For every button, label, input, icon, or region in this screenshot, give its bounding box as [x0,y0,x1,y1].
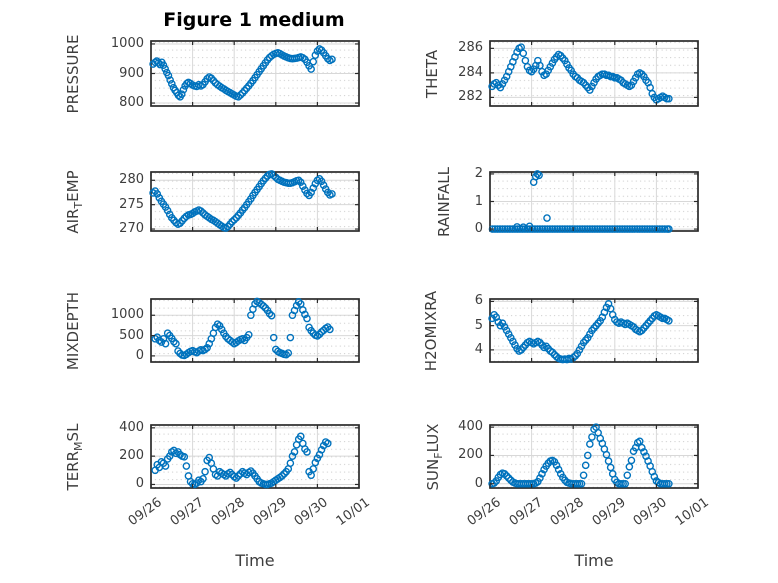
x-tick-label: 09/28 [547,495,588,530]
x-tick-label: 09/30 [292,495,332,530]
y-tick-label: 900 [119,65,144,81]
plot-area [488,40,699,107]
x-tick-label: 09/26 [464,495,504,530]
y-tick-label: 6 [474,293,483,309]
y-tick-label: 280 [119,172,144,188]
subplot-air-temp: 270 275 280 AIRTEMP [64,170,360,236]
x-tick-label: 09/29 [250,495,290,530]
y-tick-label: 400 [458,419,483,435]
y-tick-label: 1 [474,193,483,209]
plot-area [149,40,360,107]
y-tick-label: 0 [474,221,483,237]
y-tick-label: 500 [119,327,144,343]
x-axis-label-right: Time [574,551,614,570]
y-tick-label: 4 [474,341,483,357]
x-tick-label: 09/30 [631,495,671,530]
x-tick-label: 09/27 [167,495,207,530]
y-tick-label: 0 [135,347,144,363]
plot-area [488,423,699,489]
plot-area [488,298,699,364]
y-tick-label: 5 [474,317,483,333]
subplot-pressure: 800 900 1000 PRESSURE [64,34,360,113]
subplot-h2omixra: 4 5 6 H2OMIXRA [422,290,699,371]
y-tick-label: 270 [119,221,144,237]
subplot-terr-msl: 0 200 400 09/26 09/27 09/28 09/29 09/30 10/01 TER… [64,420,373,529]
y-tick-label: 284 [458,64,483,80]
y-tick-label: 275 [119,196,144,212]
y-tick-label: 1000 [110,307,144,323]
y-axis-label: TERRMSL [64,423,85,490]
x-tick-label: 10/01 [672,495,712,530]
plot-area [149,170,360,232]
plot-area [150,297,360,363]
y-tick-label: 286 [458,40,483,56]
x-axis-label-left: Time [235,551,275,570]
y-tick-label: 0 [474,475,483,491]
y-tick-label: 282 [458,89,483,105]
x-tick-label: 09/29 [589,495,629,530]
subplot-theta: 282 284 286 THETA [423,40,699,107]
x-tick-label: 09/26 [125,495,165,530]
plot-area [150,424,360,489]
x-tick-label: 10/01 [333,495,373,530]
y-tick-label: 0 [135,476,144,492]
subplot-sun-flux: 0 200 400 09/26 09/27 09/28 09/29 09/30 10/01 SUN… [424,419,712,529]
y-tick-label: 800 [119,95,144,111]
y-tick-label: 400 [119,419,144,435]
y-tick-label: 200 [458,447,483,463]
subplot-rainfall: 0 1 2 RAINFALL [435,166,699,236]
x-tick-label: 09/28 [208,495,249,530]
y-tick-label: 1000 [110,35,144,51]
plot-area [488,170,699,233]
subplot-mixdepth: 0 500 1000 MIXDEPTH [64,291,360,370]
figure-title: Figure 1 medium [163,9,345,31]
y-axis-label: SUNFLUX [424,423,445,490]
x-tick-label: 09/27 [506,495,546,530]
y-tick-label: 200 [119,448,144,464]
y-tick-label: 2 [474,165,483,181]
